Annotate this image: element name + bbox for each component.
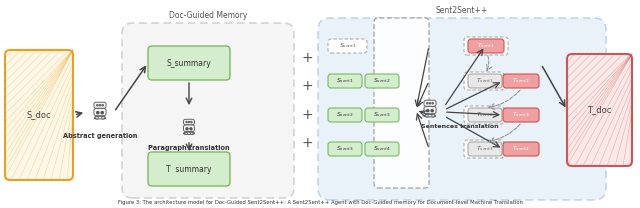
Circle shape: [191, 121, 192, 123]
FancyBboxPatch shape: [424, 100, 436, 106]
Text: $T_{sent1}$: $T_{sent1}$: [476, 77, 494, 85]
Text: Sentences translation: Sentences translation: [421, 124, 499, 129]
Circle shape: [429, 103, 431, 104]
FancyBboxPatch shape: [374, 18, 429, 188]
Text: $T_{sent4}$: $T_{sent4}$: [512, 145, 530, 154]
FancyBboxPatch shape: [503, 142, 539, 156]
FancyBboxPatch shape: [94, 109, 106, 116]
Circle shape: [186, 128, 188, 130]
FancyBboxPatch shape: [95, 116, 106, 119]
FancyBboxPatch shape: [184, 119, 195, 125]
Text: Sent2Sent++: Sent2Sent++: [436, 6, 488, 15]
Text: Figure 3: The architecture model for Doc-Guided Sent2Sent++: A Sent2Sent++ Agent: Figure 3: The architecture model for Doc…: [118, 200, 522, 205]
Circle shape: [427, 110, 429, 112]
Circle shape: [101, 111, 103, 114]
FancyBboxPatch shape: [503, 108, 539, 122]
Text: $S_{sent3}$: $S_{sent3}$: [373, 110, 391, 119]
Text: $S_{sent1}$: $S_{sent1}$: [336, 77, 354, 85]
Text: $S_{sent3}$: $S_{sent3}$: [336, 145, 354, 154]
Circle shape: [95, 116, 99, 119]
Circle shape: [188, 121, 189, 123]
Circle shape: [426, 114, 428, 117]
Text: +: +: [301, 136, 313, 150]
FancyBboxPatch shape: [328, 39, 367, 53]
Text: $T_{sent2}$: $T_{sent2}$: [512, 77, 530, 85]
FancyBboxPatch shape: [184, 132, 194, 135]
Circle shape: [102, 105, 103, 106]
FancyBboxPatch shape: [468, 108, 502, 122]
Text: T_doc: T_doc: [588, 105, 612, 114]
FancyBboxPatch shape: [328, 74, 362, 88]
FancyBboxPatch shape: [94, 102, 106, 108]
FancyBboxPatch shape: [464, 37, 508, 55]
FancyBboxPatch shape: [365, 108, 399, 122]
Circle shape: [191, 132, 193, 135]
FancyBboxPatch shape: [464, 140, 504, 158]
FancyBboxPatch shape: [148, 46, 230, 80]
Text: Paragraph translation: Paragraph translation: [148, 145, 230, 151]
Text: $T_{sent3}$: $T_{sent3}$: [476, 145, 494, 154]
Text: S_summary: S_summary: [166, 58, 211, 68]
Text: T  summary: T summary: [166, 165, 212, 173]
Text: S_doc: S_doc: [27, 110, 51, 120]
FancyBboxPatch shape: [122, 23, 294, 198]
Text: +: +: [301, 108, 313, 122]
Text: $T_{sent3}$: $T_{sent3}$: [512, 110, 530, 119]
FancyBboxPatch shape: [468, 142, 502, 156]
Circle shape: [432, 103, 433, 104]
Text: $S_{sent1}$: $S_{sent1}$: [339, 42, 356, 51]
FancyBboxPatch shape: [328, 142, 362, 156]
Circle shape: [185, 132, 188, 135]
FancyBboxPatch shape: [464, 106, 504, 124]
FancyBboxPatch shape: [148, 152, 230, 186]
Text: $S_{sent2}$: $S_{sent2}$: [373, 77, 391, 85]
Circle shape: [186, 121, 187, 123]
Text: Doc-Guided Memory: Doc-Guided Memory: [169, 11, 247, 20]
FancyBboxPatch shape: [184, 125, 195, 131]
Text: +: +: [301, 79, 313, 93]
Text: $S_{sent4}$: $S_{sent4}$: [373, 145, 391, 154]
FancyBboxPatch shape: [424, 115, 435, 117]
Text: $T_{sent1}$: $T_{sent1}$: [477, 42, 495, 51]
Text: Abstract generation: Abstract generation: [63, 133, 137, 139]
Circle shape: [99, 105, 100, 106]
Circle shape: [432, 114, 435, 117]
FancyBboxPatch shape: [365, 142, 399, 156]
FancyBboxPatch shape: [468, 74, 502, 88]
FancyBboxPatch shape: [318, 18, 606, 200]
Text: +: +: [301, 51, 313, 65]
FancyBboxPatch shape: [424, 106, 436, 114]
FancyBboxPatch shape: [503, 74, 539, 88]
FancyBboxPatch shape: [567, 54, 632, 166]
FancyBboxPatch shape: [328, 108, 362, 122]
Text: $S_{sent2}$: $S_{sent2}$: [336, 110, 354, 119]
Circle shape: [427, 103, 428, 104]
FancyBboxPatch shape: [5, 50, 73, 180]
Circle shape: [190, 128, 192, 130]
Text: $T_{sent2}$: $T_{sent2}$: [476, 110, 494, 119]
Circle shape: [431, 110, 433, 112]
FancyBboxPatch shape: [464, 72, 504, 90]
FancyBboxPatch shape: [468, 39, 504, 53]
Circle shape: [97, 105, 98, 106]
Circle shape: [97, 111, 99, 114]
Circle shape: [102, 116, 104, 119]
FancyBboxPatch shape: [365, 74, 399, 88]
